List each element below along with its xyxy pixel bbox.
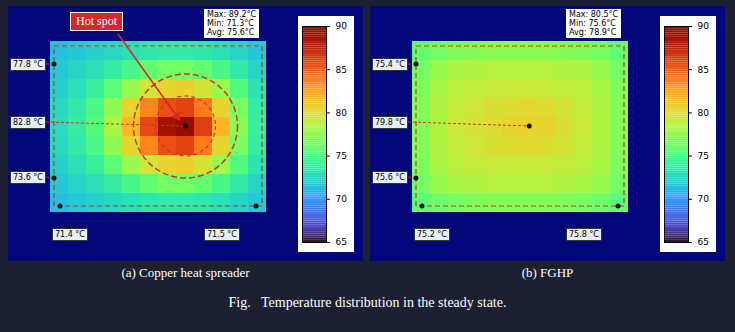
- html-text:79.8 °C: 79.8 °C: [375, 118, 405, 127]
- html-text:75.6 °C: 75.6 °C: [375, 173, 405, 182]
- html-text:Max: 89.2°C: Max: 89.2°C: [207, 10, 257, 19]
- html-text:75.2 °C: 75.2 °C: [417, 230, 447, 239]
- svg-text:75: 75: [336, 151, 347, 161]
- html-text:Fig. Temperature distribution: Fig. Temperature distribution in the ste…: [228, 295, 507, 310]
- svg-text:70: 70: [336, 194, 348, 204]
- svg-text:65: 65: [698, 237, 709, 247]
- html-text:(a) Copper heat spreader: (a) Copper heat spreader: [121, 265, 250, 280]
- svg-text:80: 80: [698, 108, 710, 118]
- html-text:Min: 75.6°C: Min: 75.6°C: [569, 19, 616, 28]
- svg-text:65: 65: [336, 237, 347, 247]
- html-text:77.8 °C: 77.8 °C: [13, 60, 43, 69]
- svg-text:85: 85: [698, 65, 709, 75]
- html-text:(b) FGHP: (b) FGHP: [521, 265, 574, 280]
- html-text:71.4 °C: 71.4 °C: [55, 230, 85, 239]
- svg-text:90: 90: [698, 21, 710, 31]
- html-text:82.8 °C: 82.8 °C: [13, 118, 43, 127]
- html-text:75.8 °C: 75.8 °C: [569, 230, 599, 239]
- svg-text:70: 70: [698, 194, 710, 204]
- html-text:73.6 °C: 73.6 °C: [13, 173, 43, 182]
- html-text:Hot spot: Hot spot: [76, 14, 117, 28]
- svg-text:90: 90: [336, 21, 348, 31]
- html-text:71.5 °C: 71.5 °C: [207, 230, 237, 239]
- html-text:75.4 °C: 75.4 °C: [375, 60, 405, 69]
- html-text:Avg: 75.6°C: Avg: 75.6°C: [207, 28, 255, 37]
- html-text:Avg: 78.9°C: Avg: 78.9°C: [569, 28, 617, 37]
- html-text:Min: 71.3°C: Min: 71.3°C: [207, 19, 254, 28]
- svg-text:80: 80: [336, 108, 348, 118]
- svg-text:75: 75: [698, 151, 709, 161]
- html-text:Max: 80.5°C: Max: 80.5°C: [569, 10, 619, 19]
- svg-text:85: 85: [336, 65, 347, 75]
